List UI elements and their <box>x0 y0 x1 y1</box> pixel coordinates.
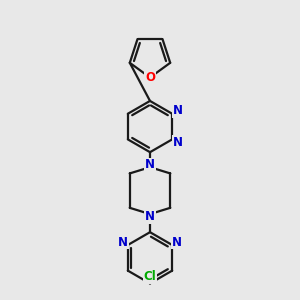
Text: N: N <box>118 236 128 249</box>
Text: Cl: Cl <box>144 270 156 283</box>
Text: O: O <box>145 71 155 84</box>
Text: N: N <box>145 158 155 171</box>
Text: N: N <box>172 236 182 249</box>
Text: N: N <box>172 104 183 117</box>
Text: N: N <box>172 136 183 149</box>
Text: N: N <box>145 210 155 223</box>
